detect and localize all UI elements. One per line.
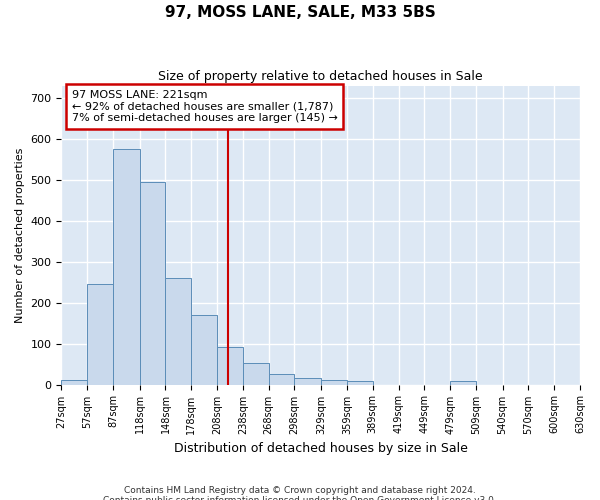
Text: Contains public sector information licensed under the Open Government Licence v3: Contains public sector information licen… bbox=[103, 496, 497, 500]
Bar bbox=[347, 382, 373, 384]
Bar bbox=[166, 278, 191, 384]
Text: Contains HM Land Registry data © Crown copyright and database right 2024.: Contains HM Land Registry data © Crown c… bbox=[124, 486, 476, 495]
X-axis label: Distribution of detached houses by size in Sale: Distribution of detached houses by size … bbox=[174, 442, 467, 455]
Bar bbox=[113, 149, 140, 384]
Text: 97, MOSS LANE, SALE, M33 5BS: 97, MOSS LANE, SALE, M33 5BS bbox=[164, 5, 436, 20]
Text: 97 MOSS LANE: 221sqm
← 92% of detached houses are smaller (1,787)
7% of semi-det: 97 MOSS LANE: 221sqm ← 92% of detached h… bbox=[72, 90, 338, 123]
Bar bbox=[191, 315, 217, 384]
Y-axis label: Number of detached properties: Number of detached properties bbox=[15, 148, 25, 323]
Bar bbox=[321, 380, 347, 384]
Bar bbox=[87, 284, 113, 384]
Bar bbox=[217, 347, 243, 385]
Bar bbox=[61, 380, 87, 384]
Title: Size of property relative to detached houses in Sale: Size of property relative to detached ho… bbox=[158, 70, 483, 83]
Bar bbox=[450, 382, 476, 384]
Bar bbox=[140, 182, 166, 384]
Bar bbox=[269, 374, 295, 384]
Bar bbox=[243, 363, 269, 384]
Bar bbox=[295, 378, 321, 384]
